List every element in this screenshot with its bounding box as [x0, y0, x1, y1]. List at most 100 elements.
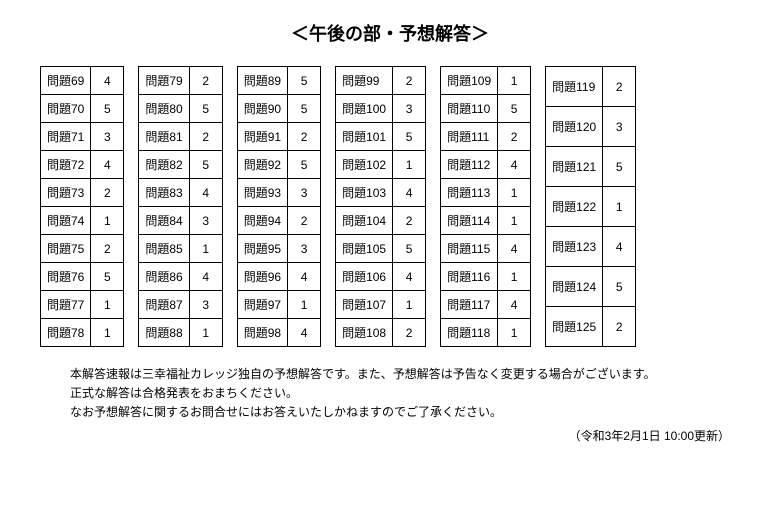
question-label: 問題97 [237, 291, 287, 319]
table-row: 問題1141 [441, 207, 531, 235]
question-label: 問題78 [41, 319, 91, 347]
question-label: 問題104 [336, 207, 393, 235]
table-row: 問題942 [237, 207, 320, 235]
question-label: 問題81 [139, 123, 189, 151]
question-label: 問題82 [139, 151, 189, 179]
answer-value: 4 [498, 235, 531, 263]
table-row: 問題1174 [441, 291, 531, 319]
table-row: 問題1071 [336, 291, 426, 319]
question-label: 問題116 [441, 263, 498, 291]
answer-value: 5 [288, 67, 321, 95]
answer-value: 2 [498, 123, 531, 151]
table-row: 問題1203 [546, 107, 636, 147]
table-row: 問題1161 [441, 263, 531, 291]
table-row: 問題781 [41, 319, 124, 347]
table-row: 問題1245 [546, 267, 636, 307]
table-row: 問題1252 [546, 307, 636, 347]
question-label: 問題107 [336, 291, 393, 319]
table-row: 問題925 [237, 151, 320, 179]
answer-value: 5 [603, 147, 636, 187]
table-row: 問題1181 [441, 319, 531, 347]
table-row: 問題713 [41, 123, 124, 151]
table-row: 問題1042 [336, 207, 426, 235]
answer-value: 2 [393, 67, 426, 95]
answer-value: 4 [603, 227, 636, 267]
table-row: 問題843 [139, 207, 222, 235]
table-row: 問題1192 [546, 67, 636, 107]
question-label: 問題99 [336, 67, 393, 95]
question-label: 問題118 [441, 319, 498, 347]
table-row: 問題895 [237, 67, 320, 95]
question-label: 問題77 [41, 291, 91, 319]
question-label: 問題109 [441, 67, 498, 95]
question-label: 問題92 [237, 151, 287, 179]
answer-value: 2 [91, 235, 124, 263]
answer-value: 4 [288, 263, 321, 291]
question-label: 問題94 [237, 207, 287, 235]
table-row: 問題1234 [546, 227, 636, 267]
table-row: 問題1034 [336, 179, 426, 207]
question-label: 問題91 [237, 123, 287, 151]
answer-value: 2 [393, 207, 426, 235]
table-row: 問題953 [237, 235, 320, 263]
answer-value: 2 [603, 307, 636, 347]
table-row: 問題1003 [336, 95, 426, 123]
question-label: 問題113 [441, 179, 498, 207]
answer-column: 問題895問題905問題912問題925問題933問題942問題953問題964… [237, 66, 321, 347]
note-line: 正式な解答は合格発表をおまちください。 [70, 384, 740, 403]
answer-value: 4 [393, 263, 426, 291]
table-row: 問題771 [41, 291, 124, 319]
answer-value: 2 [603, 67, 636, 107]
answer-value: 5 [189, 151, 222, 179]
question-label: 問題93 [237, 179, 287, 207]
answer-value: 4 [498, 291, 531, 319]
answer-value: 5 [393, 123, 426, 151]
question-label: 問題125 [546, 307, 603, 347]
table-row: 問題992 [336, 67, 426, 95]
question-label: 問題124 [546, 267, 603, 307]
table-row: 問題812 [139, 123, 222, 151]
answer-value: 3 [91, 123, 124, 151]
answer-value: 1 [91, 291, 124, 319]
question-label: 問題112 [441, 151, 498, 179]
question-label: 問題121 [546, 147, 603, 187]
answer-value: 5 [91, 263, 124, 291]
answer-value: 1 [498, 263, 531, 291]
table-row: 問題805 [139, 95, 222, 123]
answer-value: 5 [498, 95, 531, 123]
answer-value: 1 [498, 179, 531, 207]
answer-column: 問題1091問題1105問題1112問題1124問題1131問題1141問題11… [440, 66, 531, 347]
table-row: 問題1112 [441, 123, 531, 151]
answer-value: 5 [393, 235, 426, 263]
table-row: 問題933 [237, 179, 320, 207]
question-label: 問題102 [336, 151, 393, 179]
table-row: 問題724 [41, 151, 124, 179]
page-title: ＜午後の部・予想解答＞ [40, 20, 740, 46]
table-row: 問題1221 [546, 187, 636, 227]
answer-value: 1 [91, 207, 124, 235]
question-label: 問題75 [41, 235, 91, 263]
table-row: 問題1124 [441, 151, 531, 179]
update-timestamp: （令和3年2月1日 10:00更新） [40, 427, 740, 444]
question-label: 問題111 [441, 123, 498, 151]
answer-value: 1 [393, 291, 426, 319]
question-label: 問題120 [546, 107, 603, 147]
question-label: 問題85 [139, 235, 189, 263]
answer-value: 2 [189, 123, 222, 151]
table-row: 問題873 [139, 291, 222, 319]
answer-value: 5 [288, 95, 321, 123]
table-row: 問題1064 [336, 263, 426, 291]
question-label: 問題90 [237, 95, 287, 123]
table-row: 問題1215 [546, 147, 636, 187]
answer-value: 3 [393, 95, 426, 123]
table-row: 問題752 [41, 235, 124, 263]
answer-value: 2 [91, 179, 124, 207]
table-row: 問題1055 [336, 235, 426, 263]
table-row: 問題1021 [336, 151, 426, 179]
question-label: 問題79 [139, 67, 189, 95]
table-row: 問題864 [139, 263, 222, 291]
question-label: 問題74 [41, 207, 91, 235]
answer-value: 4 [91, 151, 124, 179]
answer-value: 1 [498, 319, 531, 347]
question-label: 問題117 [441, 291, 498, 319]
